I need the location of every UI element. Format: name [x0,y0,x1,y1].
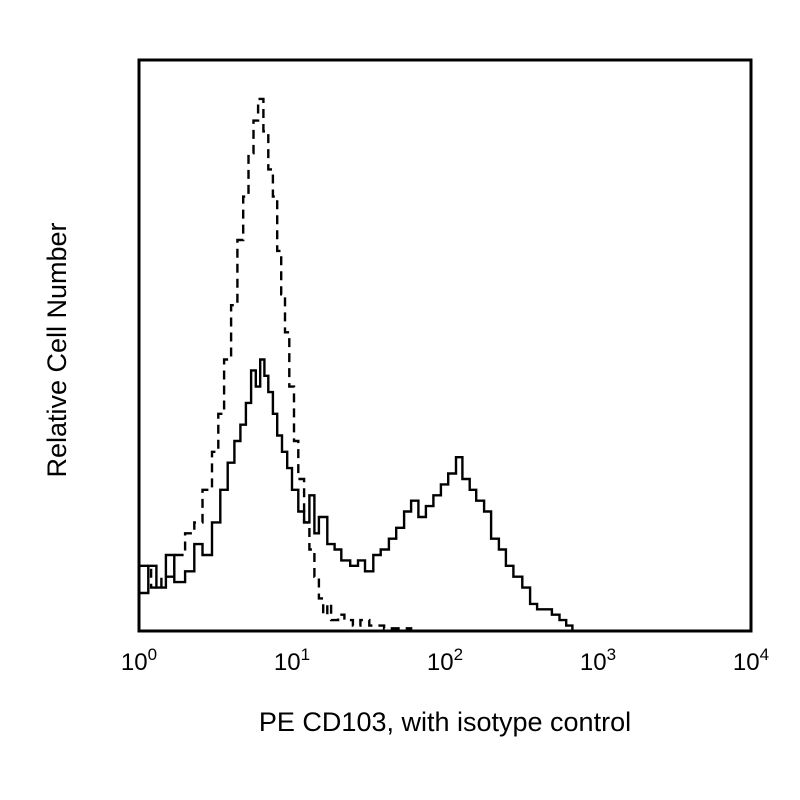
x-tick-layer: 100 101 102 103 104 [121,645,769,676]
series-layer [139,97,574,633]
x-tick-base: 10 [274,649,301,676]
x-tick-label-2: 102 [427,645,463,676]
x-tick-exponent: 0 [148,645,157,664]
isotype-control-trace [139,97,445,633]
x-tick-exponent: 2 [454,645,463,664]
x-tick-base: 10 [121,649,148,676]
x-tick-label-3: 103 [580,645,616,676]
pe-cd103-trace [139,358,574,631]
plot-frame [137,58,753,633]
x-tick-label-1: 101 [274,645,310,676]
x-tick-base: 10 [427,649,454,676]
y-axis-label: Relative Cell Number [42,222,72,477]
x-tick-exponent: 3 [607,645,616,664]
x-tick-base: 10 [733,649,760,676]
x-tick-exponent: 1 [301,645,310,664]
x-tick-label-4: 104 [733,645,769,676]
x-tick-base: 10 [580,649,607,676]
x-tick-label-0: 100 [121,645,157,676]
x-axis-label: PE CD103, with isotype control [259,707,631,737]
x-tick-exponent: 4 [760,645,769,664]
